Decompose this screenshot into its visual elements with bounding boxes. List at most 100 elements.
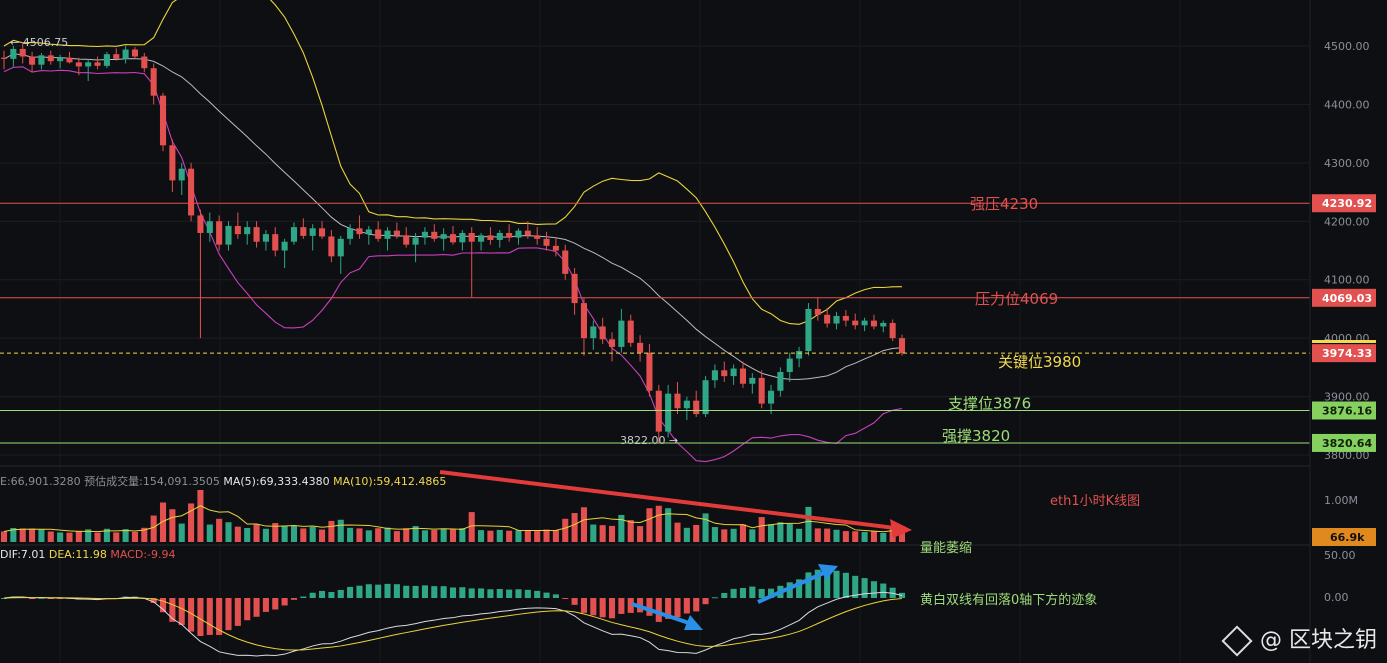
price-tick-label: 4000.00 [1324,332,1370,345]
volume-bar [262,528,269,542]
candle-body [487,235,494,240]
macd-histogram-bar [524,589,531,598]
candle-body [365,229,372,235]
chart-title: eth1小时K线图 [1050,494,1140,509]
candle-body [478,235,485,242]
candle-body [739,368,747,384]
volume-bar [206,524,213,542]
volume-bar [880,533,887,542]
candle-body [188,168,195,216]
volume-bar [103,528,110,542]
macd-histogram-bar [216,598,223,635]
candle-body [412,237,419,245]
volume-bar [141,527,148,542]
volume-bar [814,528,821,542]
volume-tick-label: 1.00M [1324,494,1358,507]
macd-histogram-bar [38,597,45,599]
macd-histogram-bar [674,598,681,618]
volume-bar [515,530,522,542]
candle-body [506,232,513,238]
macd-histogram-bar [683,598,690,614]
candle-body [730,368,737,377]
candle-body [131,49,138,57]
volume-bar [730,528,737,542]
candle-body [103,54,110,66]
candle-body [571,273,578,304]
volume-bar [10,528,17,542]
level-price-tag [1312,344,1376,363]
volume-bar [178,523,185,542]
candle-body [824,314,831,324]
candle-body [711,370,718,381]
volume-bar [197,490,204,542]
macd-tick-label: 50.00 [1324,549,1356,562]
volume-bar [300,528,307,542]
high-marker-label: ← 4506.75 [10,36,68,49]
level-annotation: 压力位4069 [975,290,1058,308]
candle-body [534,235,541,239]
macd-histogram-bar [449,587,457,598]
candle-body [459,232,466,243]
candle-body [889,322,896,339]
level-price-tag [1312,433,1376,452]
price-tick-label: 4400.00 [1324,98,1370,111]
volume-bar [562,518,569,542]
macd-histogram-bar [646,598,653,616]
volume-bar [805,506,812,542]
candle-body [637,342,644,353]
macd-histogram-bar [178,598,185,625]
volume-bar [711,527,718,542]
candle-body [262,234,269,242]
macd-histogram-bar [870,581,877,598]
candle-body [599,326,606,340]
candle-body [150,68,157,96]
candle-body [814,308,821,315]
macd-histogram-bar [234,598,241,626]
volume-bar [234,526,241,542]
candle-body [244,227,251,235]
volume-bar [131,531,138,542]
macd-histogram-bar [627,598,634,613]
macd-histogram-bar [309,592,316,598]
volume-bar [702,513,709,542]
candle-body [702,380,709,415]
candle-body [375,229,382,239]
volume-bar [693,524,700,542]
macd-histogram-bar [824,570,831,598]
volume-bar [272,523,279,542]
macd-histogram-bar [571,598,578,605]
macd-histogram-bar [262,598,269,612]
volume-bar [328,520,335,542]
candle-body [403,235,410,245]
volume-bar [85,529,92,542]
volume-bar [253,524,260,542]
volume-bar [749,529,756,542]
candle-body [552,245,559,251]
volume-bar [665,508,672,542]
candle-body [281,241,288,251]
ma10-value: MA(10):59,412.4865 [333,475,447,488]
macd-dif-line [3,591,903,657]
macd-histogram-bar [590,598,597,616]
macd-histogram-bar [665,598,672,619]
candle-body [655,390,662,432]
macd-histogram-bar [0,598,8,599]
macd-histogram-bar [580,598,587,613]
macd-histogram-bar [655,598,662,622]
candle-body [225,225,232,245]
candle-body [898,338,906,354]
volume-bar [599,525,606,542]
volume-bar [478,530,485,542]
candle-body [449,234,457,243]
key-level-marker [1312,340,1376,343]
volume-bar [758,517,765,542]
candle-body [309,228,316,236]
candle-body [786,358,793,373]
volume-bar [506,530,513,542]
volume-bar [188,503,195,542]
macd-histogram-bar [496,588,503,598]
candle-body [113,54,120,59]
macd-histogram-bar [758,588,765,598]
macd-histogram-bar [150,598,157,603]
